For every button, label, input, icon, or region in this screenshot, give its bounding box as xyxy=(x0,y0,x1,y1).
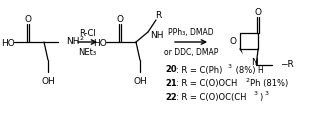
Text: 21: 21 xyxy=(165,79,177,88)
Text: HO: HO xyxy=(1,38,15,47)
Text: or DDC, DMAP: or DDC, DMAP xyxy=(164,48,218,57)
Text: Ph (81%): Ph (81%) xyxy=(250,79,288,88)
Text: 3: 3 xyxy=(228,63,232,68)
Text: O: O xyxy=(25,15,32,24)
Text: 2: 2 xyxy=(80,35,84,40)
Text: OH: OH xyxy=(41,76,55,85)
Text: 3: 3 xyxy=(254,91,258,96)
Text: H: H xyxy=(257,65,263,74)
Text: R: R xyxy=(155,11,161,20)
Text: ): ) xyxy=(259,93,262,102)
Text: NH: NH xyxy=(66,37,79,46)
Text: PPh₃, DMAD: PPh₃, DMAD xyxy=(168,28,214,37)
Text: N: N xyxy=(251,57,258,66)
Text: O: O xyxy=(255,8,262,17)
Text: −R: −R xyxy=(280,60,294,68)
Text: 20: 20 xyxy=(165,65,177,74)
Text: OH: OH xyxy=(133,76,147,85)
Text: : R = C(O)OCH: : R = C(O)OCH xyxy=(176,79,237,88)
Text: 22: 22 xyxy=(165,93,177,102)
Text: NH: NH xyxy=(150,31,163,40)
Text: O: O xyxy=(229,37,236,46)
Text: O: O xyxy=(117,15,124,24)
Text: R-Cl: R-Cl xyxy=(79,29,95,38)
Polygon shape xyxy=(239,49,243,55)
Text: NEt₃: NEt₃ xyxy=(78,48,96,57)
Text: HO: HO xyxy=(93,38,107,47)
Text: 3: 3 xyxy=(265,91,269,96)
Text: 2: 2 xyxy=(245,77,249,82)
Text: : R = C(O)OC(CH: : R = C(O)OC(CH xyxy=(176,93,246,102)
Text: : R = C(Ph): : R = C(Ph) xyxy=(176,65,222,74)
Text: (8%): (8%) xyxy=(233,65,256,74)
